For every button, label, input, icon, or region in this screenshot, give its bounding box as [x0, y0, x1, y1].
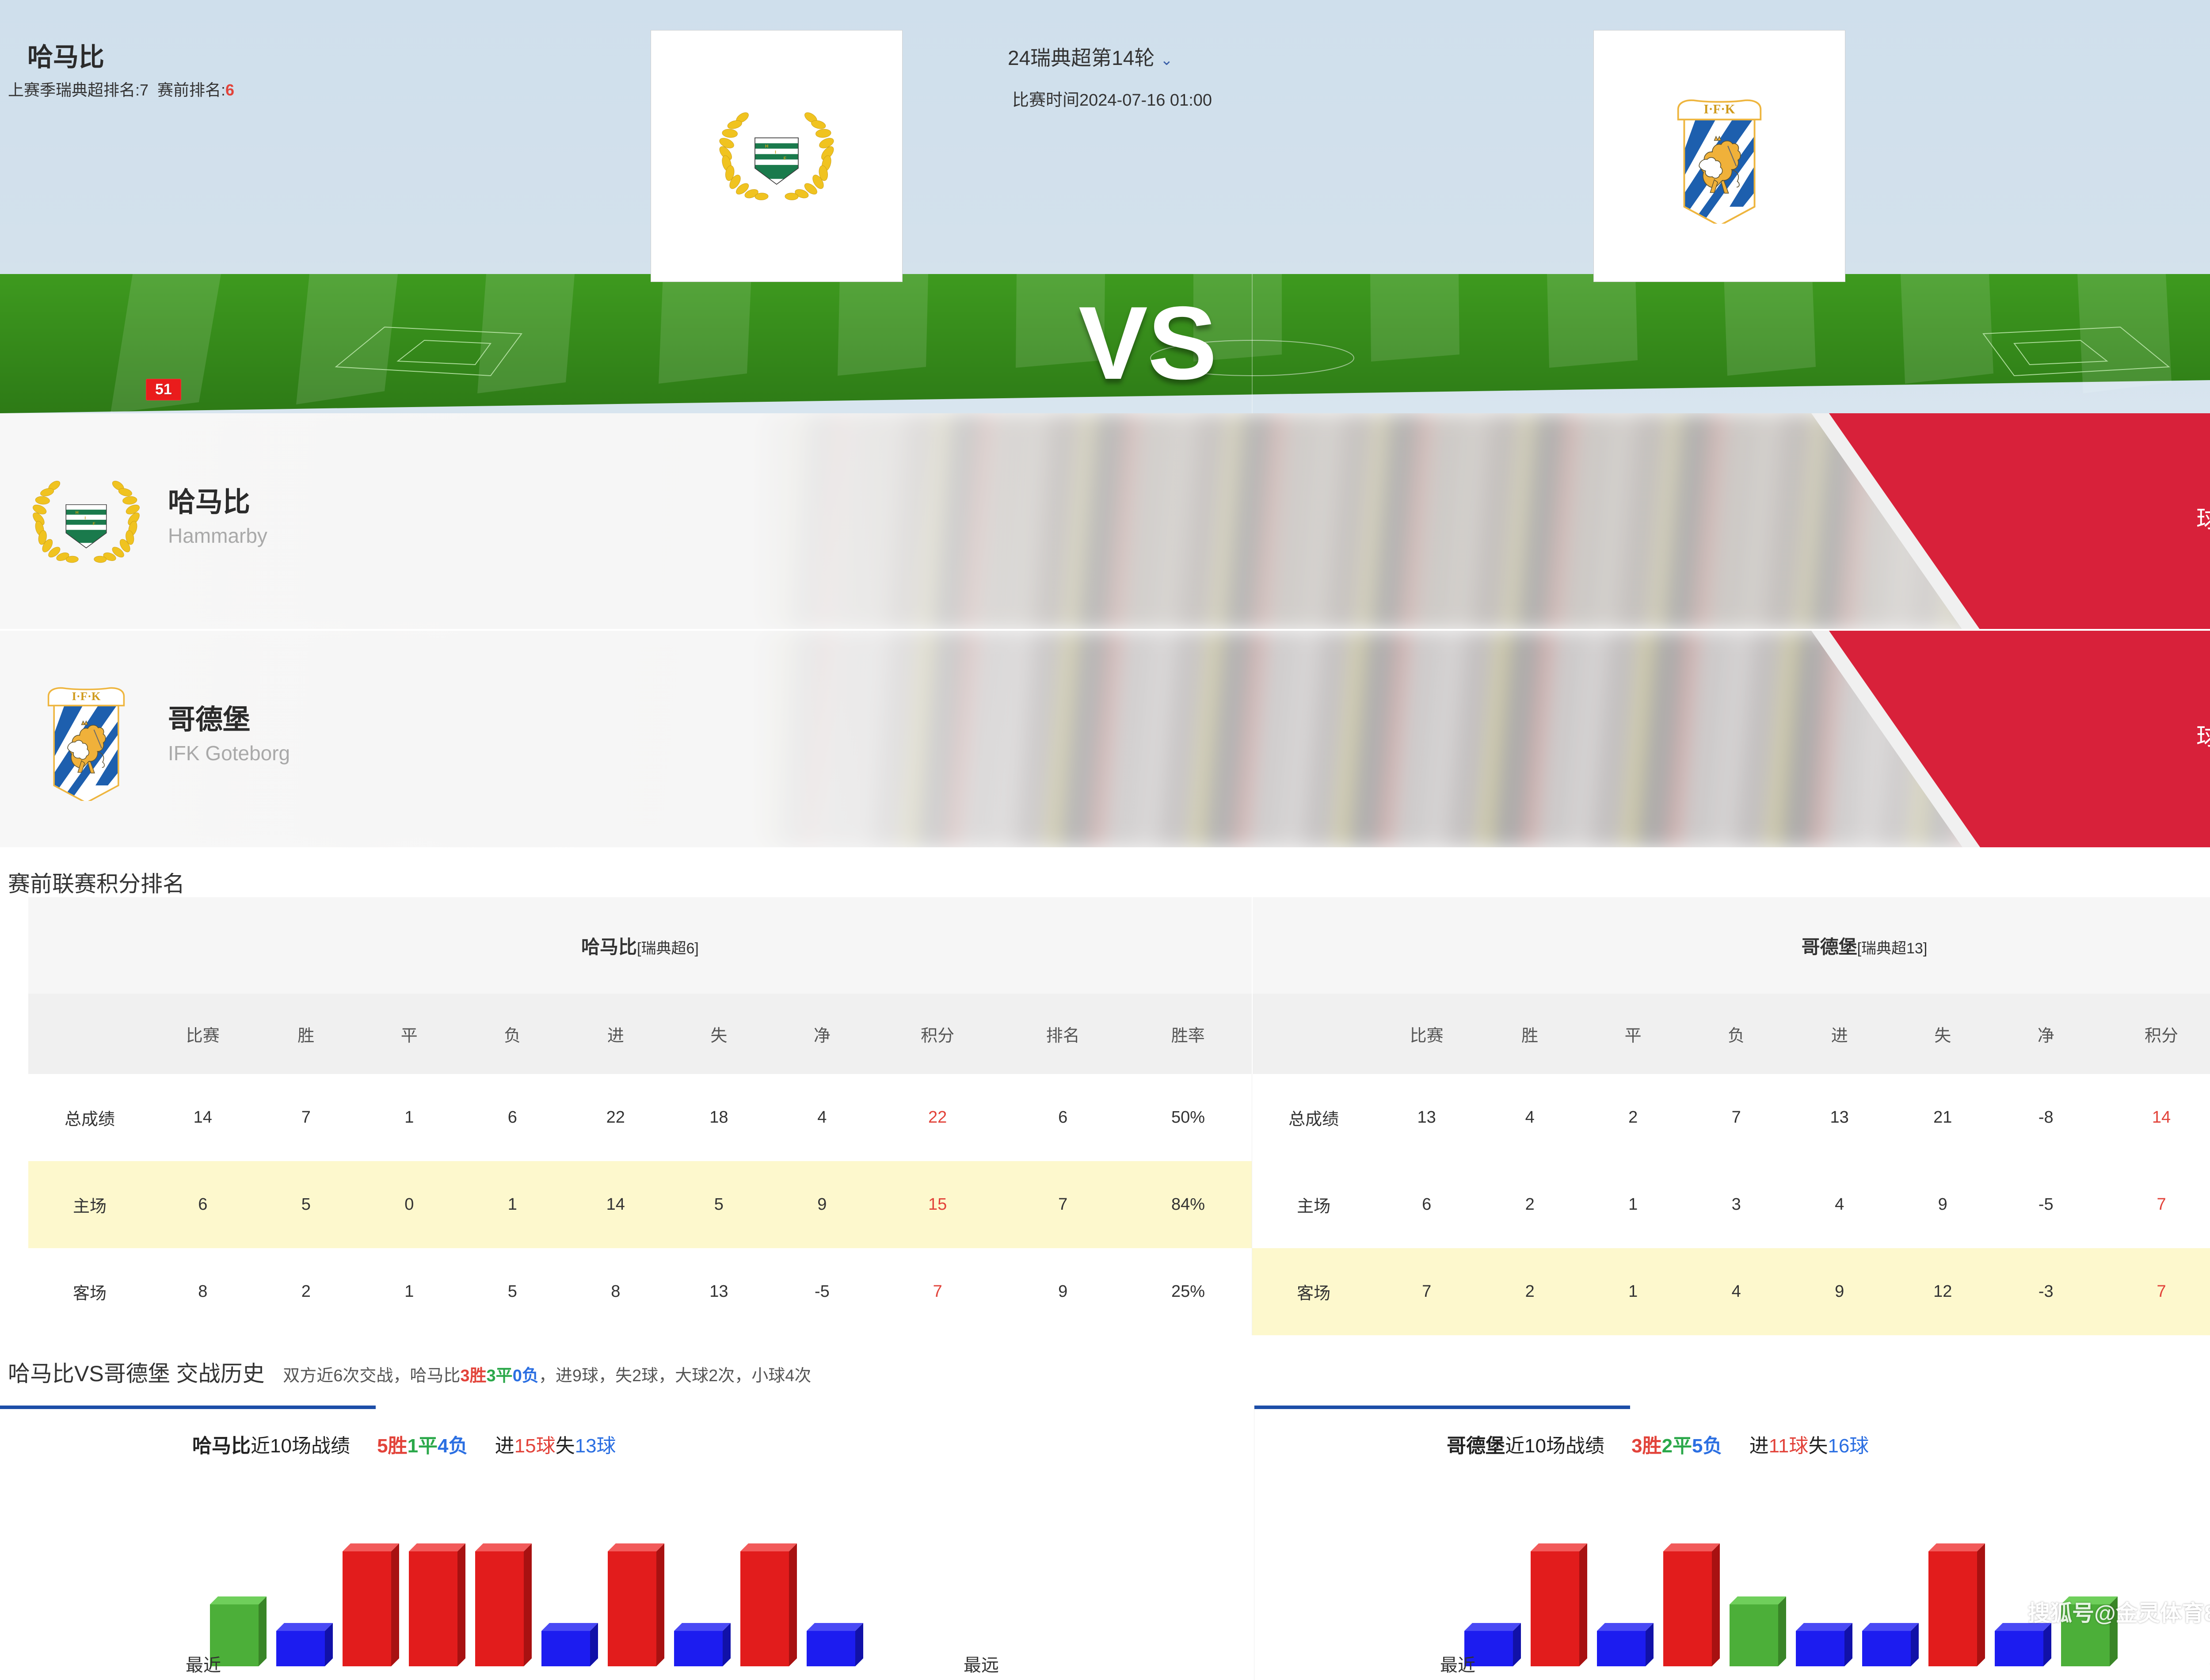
svg-text:H: H — [765, 144, 768, 149]
svg-text:I: I — [84, 516, 86, 521]
svg-text:I·F·K: I·F·K — [1703, 103, 1735, 117]
svg-text:H: H — [76, 510, 79, 515]
svg-text:I·F·K: I·F·K — [72, 690, 100, 703]
svg-text:F: F — [784, 156, 786, 161]
svg-text:I: I — [775, 150, 776, 155]
svg-text:F: F — [93, 522, 95, 526]
